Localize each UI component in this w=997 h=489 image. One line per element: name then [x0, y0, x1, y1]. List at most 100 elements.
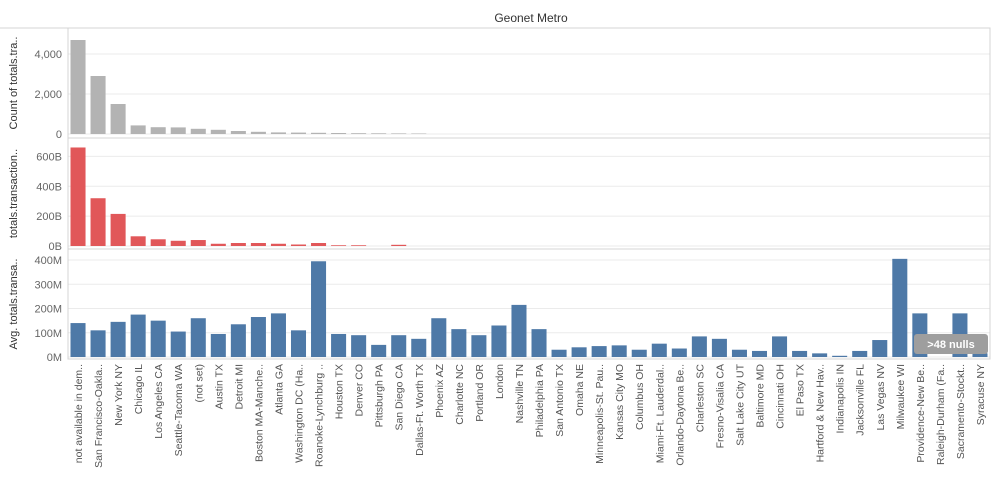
bar[interactable]	[371, 344, 387, 357]
bar[interactable]	[511, 304, 527, 357]
bar[interactable]	[130, 236, 146, 246]
panel-1: 0 2,000 4,000 Count of totals.tra..	[8, 27, 991, 141]
null-indicator[interactable]: >48 nulls	[914, 334, 988, 354]
bar[interactable]	[571, 347, 587, 357]
bar[interactable]	[270, 132, 286, 134]
bar[interactable]	[190, 318, 206, 357]
bar[interactable]	[391, 244, 407, 246]
chart-panels: 0 2,000 4,000 Count of totals.tra.. 0B 200B 40…	[0, 27, 991, 364]
category-label: Atlanta GA	[273, 364, 285, 415]
bar[interactable]	[872, 340, 888, 357]
category-label: Milwaukee WI	[895, 364, 907, 429]
bar[interactable]	[210, 243, 226, 246]
bar[interactable]	[230, 243, 246, 246]
bar[interactable]	[711, 338, 727, 357]
bar[interactable]	[190, 240, 206, 246]
category-label: Hartford & New Hav..	[815, 364, 827, 462]
bar[interactable]	[411, 338, 427, 357]
bar[interactable]	[431, 318, 447, 357]
category-label: Denver CO	[354, 364, 366, 417]
bar[interactable]	[90, 330, 106, 357]
category-label: Baltimore MD	[755, 364, 767, 428]
bar[interactable]	[852, 350, 868, 357]
bar[interactable]	[631, 349, 647, 357]
bar[interactable]	[70, 147, 86, 246]
bar[interactable]	[130, 125, 146, 134]
bar[interactable]	[150, 127, 166, 134]
bar[interactable]	[190, 128, 206, 134]
bar[interactable]	[331, 133, 347, 134]
bar[interactable]	[351, 335, 367, 357]
bar[interactable]	[491, 325, 507, 357]
y-axis-label: Count of totals.tra..	[8, 37, 20, 130]
bar[interactable]	[892, 258, 908, 357]
bar[interactable]	[90, 76, 106, 134]
bar[interactable]	[130, 314, 146, 357]
bar[interactable]	[331, 245, 347, 246]
bar[interactable]	[90, 198, 106, 246]
category-label: Los Angeles CA	[153, 364, 165, 439]
bar[interactable]	[210, 333, 226, 357]
bar[interactable]	[391, 133, 407, 134]
null-indicator-label: >48 nulls	[927, 339, 974, 351]
category-label: Philadelphia PA	[534, 364, 546, 437]
bar[interactable]	[110, 321, 126, 357]
bar[interactable]	[110, 104, 126, 134]
bar[interactable]	[311, 243, 327, 246]
bar[interactable]	[671, 348, 687, 357]
bar[interactable]	[311, 132, 327, 134]
bar[interactable]	[551, 349, 567, 357]
bar[interactable]	[531, 329, 547, 357]
bar[interactable]	[371, 133, 387, 134]
bar[interactable]	[290, 330, 307, 357]
bar[interactable]	[110, 213, 126, 246]
bar[interactable]	[812, 353, 828, 357]
bar[interactable]	[731, 349, 747, 357]
bar[interactable]	[792, 350, 808, 357]
category-label: Miami-Ft. Lauderdal..	[654, 364, 666, 463]
bar[interactable]	[230, 324, 246, 357]
bar[interactable]	[451, 329, 467, 357]
category-label: Salt Lake City UT	[734, 363, 746, 445]
bar[interactable]	[70, 323, 86, 357]
bar[interactable]	[591, 346, 607, 357]
bar[interactable]	[150, 320, 166, 357]
bar[interactable]	[250, 243, 266, 246]
bar[interactable]	[972, 353, 988, 357]
bar[interactable]	[250, 131, 266, 134]
category-axis: not available in dem.. San Francisco-Oakl…	[73, 363, 987, 467]
bar[interactable]	[70, 40, 86, 134]
bar[interactable]	[230, 131, 246, 134]
category-label: Sacramento-Stockt..	[955, 364, 967, 459]
bar[interactable]	[311, 261, 327, 357]
bar[interactable]	[170, 127, 186, 134]
bar[interactable]	[210, 129, 226, 134]
bar[interactable]	[170, 240, 186, 246]
bar[interactable]	[411, 133, 427, 135]
category-label: Kansas City MO	[614, 364, 626, 440]
bar[interactable]	[751, 350, 768, 357]
bar[interactable]	[290, 244, 307, 246]
bar[interactable]	[691, 336, 707, 357]
category-label: Fresno-Visalia CA	[714, 364, 726, 448]
bar[interactable]	[391, 335, 407, 357]
y-tick-label: 200B	[36, 211, 62, 223]
bar[interactable]	[351, 133, 367, 134]
bar[interactable]	[611, 345, 627, 357]
bar[interactable]	[351, 245, 367, 246]
bar[interactable]	[471, 335, 487, 357]
bar[interactable]	[270, 313, 286, 357]
bar[interactable]	[270, 243, 286, 246]
bar[interactable]	[331, 333, 347, 357]
bar[interactable]	[832, 355, 848, 357]
bar[interactable]	[290, 132, 307, 134]
category-label: Raleigh-Durham (Fa..	[935, 364, 947, 465]
bar[interactable]	[170, 331, 186, 357]
bar[interactable]	[250, 317, 266, 357]
category-label: Syracuse NY	[975, 364, 987, 425]
category-label: Chicago IL	[133, 364, 145, 414]
bar[interactable]	[651, 343, 667, 357]
bar[interactable]	[150, 239, 166, 246]
panel-border	[67, 137, 991, 250]
bar[interactable]	[772, 336, 788, 357]
